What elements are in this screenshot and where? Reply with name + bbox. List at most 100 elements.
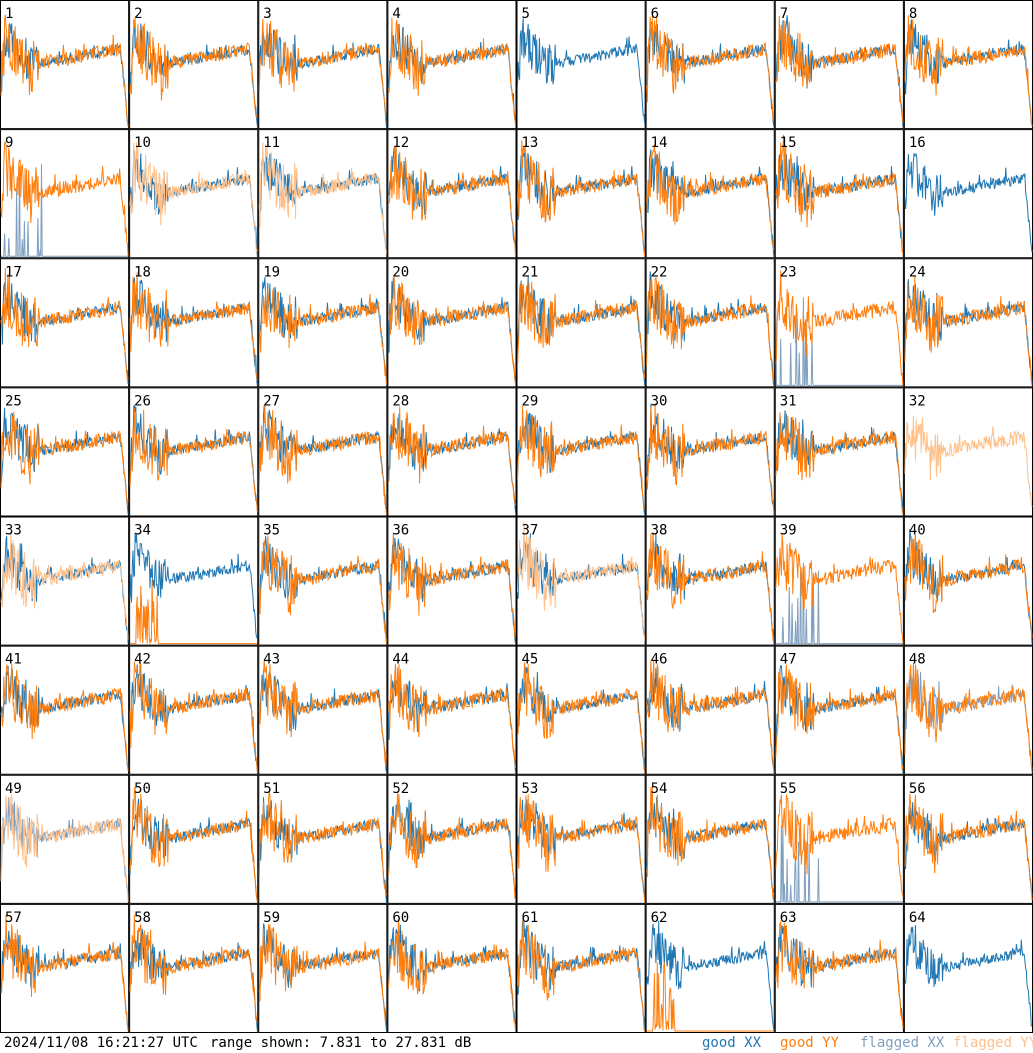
panel-30: 30 <box>645 387 775 517</box>
panel-52: 52 <box>387 774 517 904</box>
series-yy <box>130 579 258 645</box>
legend-good-yy: good YY <box>780 1035 840 1051</box>
panel-label: 36 <box>392 523 409 539</box>
panel-label: 43 <box>263 652 280 668</box>
series-yy <box>646 532 775 644</box>
panel-4: 4 <box>387 0 517 130</box>
series-yy <box>904 534 1033 638</box>
series-yy <box>258 18 387 124</box>
series-yy <box>387 792 516 900</box>
panel-3: 3 <box>258 0 388 130</box>
panel-label: 12 <box>392 135 409 151</box>
panel-label: 6 <box>651 6 659 22</box>
series-xx <box>775 820 903 903</box>
panel-frame <box>129 516 259 646</box>
panel-label: 45 <box>522 652 539 668</box>
series-xx <box>775 562 903 645</box>
series-yy <box>775 794 904 897</box>
panel-32: 32 <box>903 387 1033 517</box>
panel-label: 27 <box>263 393 280 409</box>
panel-label: 24 <box>909 264 926 280</box>
panel-label: 56 <box>909 781 926 797</box>
panel-frame <box>0 387 130 517</box>
series-yy <box>646 276 775 382</box>
panel-label: 20 <box>392 264 409 280</box>
series-yy <box>129 17 258 119</box>
panel-63: 63 <box>774 903 904 1033</box>
series-yy <box>129 272 258 381</box>
panel-label: 49 <box>5 781 22 797</box>
panel-label: 5 <box>522 6 530 22</box>
legend-flagged-yy: flagged YY <box>953 1035 1033 1051</box>
series-yy <box>517 405 646 510</box>
series-yy <box>775 534 904 644</box>
panel-label: 23 <box>780 264 797 280</box>
series-yy <box>904 793 1033 901</box>
panel-23: 23 <box>774 258 904 388</box>
panel-label: 28 <box>392 393 409 409</box>
panel-label: 26 <box>134 393 151 409</box>
series-yy <box>0 14 129 128</box>
panel-33: 33 <box>0 516 130 646</box>
series-yy <box>129 408 258 513</box>
panel-9: 9 <box>0 129 130 259</box>
series-yy <box>387 145 516 257</box>
panel-39: 39 <box>774 516 904 646</box>
panel-22: 22 <box>645 258 775 388</box>
panel-label: 62 <box>651 910 668 926</box>
panel-label: 14 <box>651 135 668 151</box>
panel-label: 9 <box>5 135 13 151</box>
panel-24: 24 <box>903 258 1033 388</box>
series-yy <box>517 662 646 772</box>
panel-label: 17 <box>5 264 22 280</box>
panel-label: 13 <box>522 135 539 151</box>
panel-label: 37 <box>522 523 539 539</box>
panel-13: 13 <box>516 129 646 259</box>
panel-frame <box>258 0 388 130</box>
panel-56: 56 <box>903 774 1033 904</box>
series-yy <box>258 287 387 385</box>
series-yy <box>258 535 387 644</box>
series-xx <box>646 920 775 1032</box>
panel-8: 8 <box>903 0 1033 130</box>
series-yy <box>904 662 1033 770</box>
series-yy <box>0 533 129 640</box>
panel-43: 43 <box>258 645 388 775</box>
panel-label: 39 <box>780 523 797 539</box>
panel-21: 21 <box>516 258 646 388</box>
panel-label: 50 <box>134 781 151 797</box>
panel-label: 48 <box>909 652 926 668</box>
panel-59: 59 <box>258 903 388 1033</box>
panel-label: 55 <box>780 781 797 797</box>
panel-label: 41 <box>5 652 22 668</box>
series-yy <box>646 144 775 251</box>
range-text: range shown: 7.831 to 27.831 dB <box>210 1035 472 1051</box>
panel-label: 33 <box>5 523 22 539</box>
panel-label: 21 <box>522 264 539 280</box>
panel-frame <box>258 903 388 1033</box>
panel-48: 48 <box>903 645 1033 775</box>
panel-34: 34 <box>129 516 259 646</box>
series-yy <box>904 415 1033 507</box>
panel-label: 64 <box>909 910 926 926</box>
panel-38: 38 <box>645 516 775 646</box>
panel-label: 54 <box>651 781 668 797</box>
panel-16: 16 <box>903 129 1033 259</box>
series-yy <box>904 15 1033 127</box>
panel-label: 2 <box>134 6 142 22</box>
panel-61: 61 <box>516 903 646 1033</box>
panel-label: 1 <box>5 6 13 22</box>
panel-label: 4 <box>392 6 400 22</box>
series-yy <box>0 411 129 505</box>
panel-36: 36 <box>387 516 517 646</box>
series-xx <box>129 532 258 639</box>
legend-good-xx: good XX <box>702 1035 762 1051</box>
series-yy <box>775 270 904 386</box>
panel-31: 31 <box>774 387 904 517</box>
series-yy <box>387 920 516 1031</box>
panel-label: 59 <box>263 910 280 926</box>
panel-label: 40 <box>909 523 926 539</box>
panel-label: 47 <box>780 652 797 668</box>
panel-label: 61 <box>522 910 539 926</box>
series-yy <box>646 962 774 1032</box>
